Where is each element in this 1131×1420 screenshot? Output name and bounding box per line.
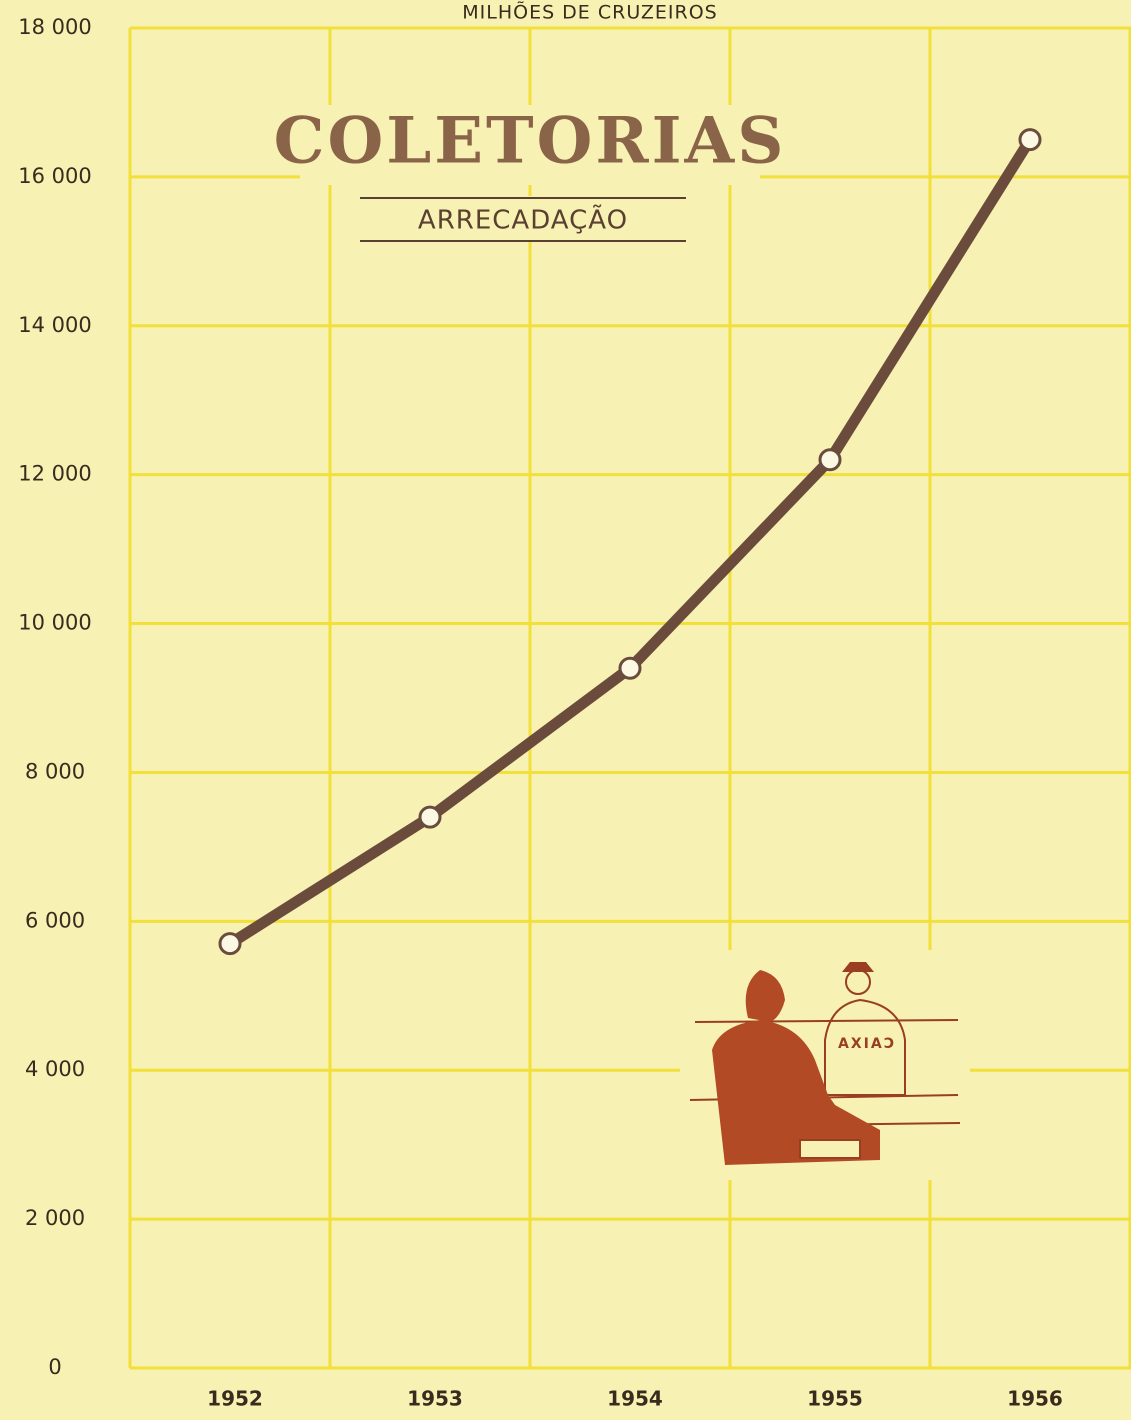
y-tick-label: 4 000 xyxy=(25,1057,85,1081)
y-tick-label: 18 000 xyxy=(18,15,91,39)
data-point xyxy=(1018,128,1042,152)
x-tick-label: 1956 xyxy=(1007,1387,1063,1411)
y-tick-label: 14 000 xyxy=(18,313,91,337)
counter-line xyxy=(694,1019,959,1023)
chart-title: COLETORIAS xyxy=(274,104,787,179)
x-tick-label: 1955 xyxy=(807,1387,863,1411)
chart-subtitle: ARRECADAÇÃO xyxy=(418,204,628,236)
y-tick-label: 8 000 xyxy=(25,759,85,783)
y-tick-label: 2 000 xyxy=(25,1206,85,1230)
title-backing xyxy=(300,105,760,185)
clerk-hat xyxy=(842,962,874,972)
y-axis-label: MILHÕES DE CRUZEIROS xyxy=(462,1,718,24)
data-point xyxy=(218,932,242,956)
illustration-sign: CAIXA xyxy=(836,1036,894,1052)
y-tick-label: 0 xyxy=(48,1355,61,1379)
y-tick-label: 6 000 xyxy=(25,908,85,932)
y-tick-label: 16 000 xyxy=(18,164,91,188)
data-point xyxy=(418,805,442,829)
illustration: CAIXA xyxy=(680,950,970,1180)
customer-head xyxy=(745,970,785,1022)
plot xyxy=(218,128,1042,956)
data-point xyxy=(618,656,642,680)
subtitle-backing xyxy=(355,196,690,242)
customer xyxy=(712,1020,880,1165)
data-point xyxy=(818,448,842,472)
x-tick-label: 1952 xyxy=(207,1387,263,1411)
x-tick-label: 1953 xyxy=(407,1387,463,1411)
clerk xyxy=(824,998,906,1096)
cash-box xyxy=(799,1139,861,1159)
y-tick-label: 10 000 xyxy=(18,611,91,635)
x-tick-label: 1954 xyxy=(607,1387,663,1411)
y-tick-label: 12 000 xyxy=(18,462,91,486)
